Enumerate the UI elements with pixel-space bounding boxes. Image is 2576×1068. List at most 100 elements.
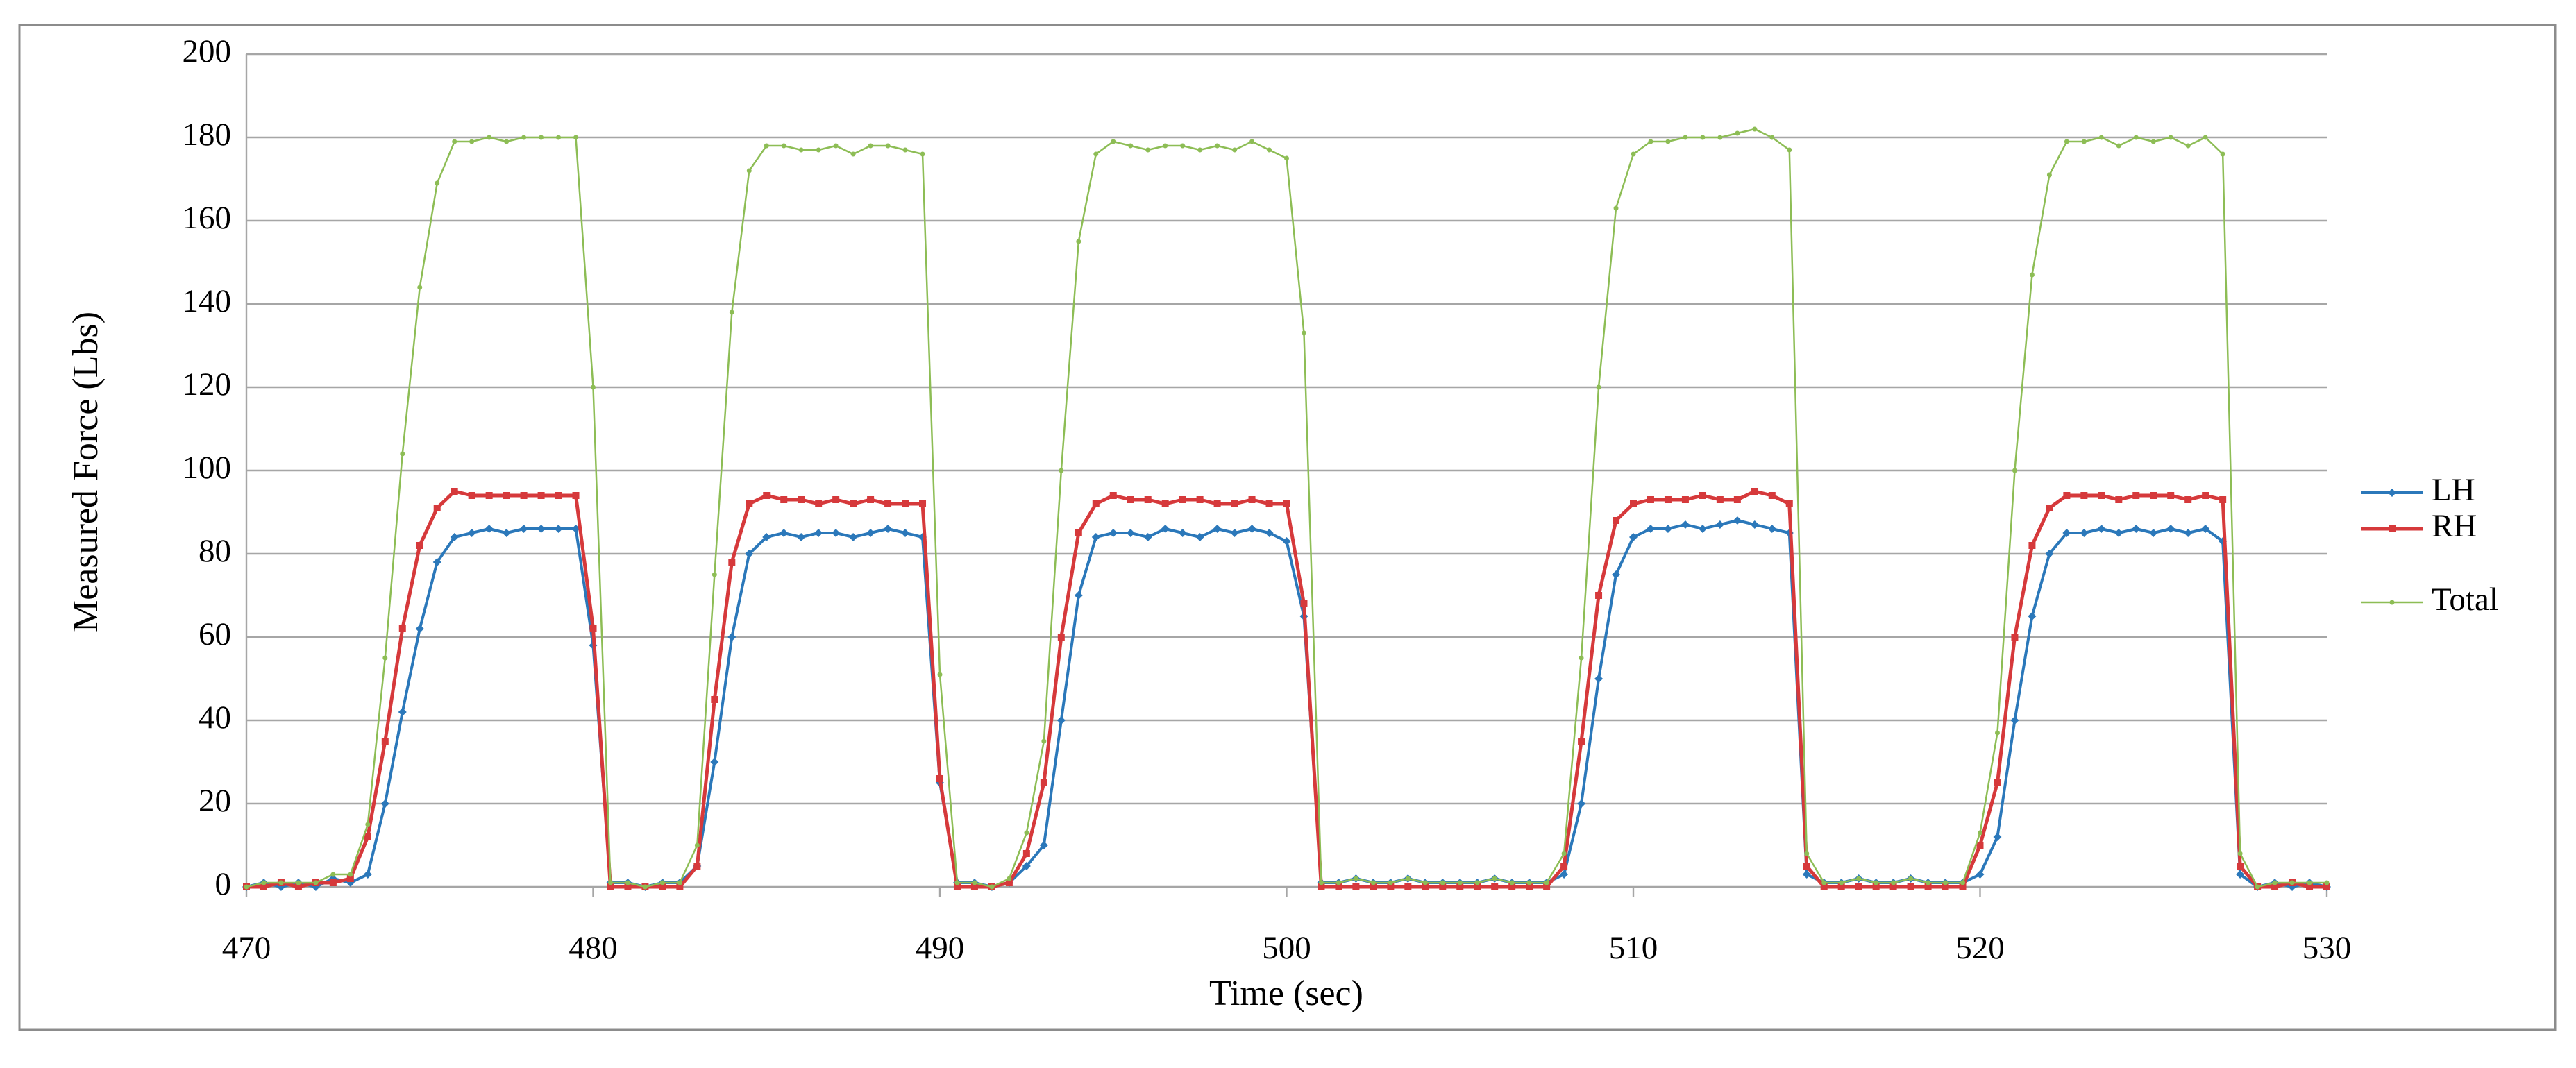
marker [1646, 525, 1655, 533]
marker [519, 525, 528, 533]
marker [2324, 880, 2330, 885]
marker [329, 879, 337, 886]
marker [816, 147, 821, 153]
marker [451, 488, 458, 495]
marker [1388, 880, 1393, 885]
marker [2098, 135, 2104, 140]
marker [1751, 488, 1758, 495]
marker [1613, 517, 1620, 524]
marker [849, 533, 858, 541]
marker [1926, 880, 1931, 885]
marker [1544, 880, 1549, 885]
marker [625, 880, 630, 885]
marker [884, 525, 893, 533]
marker [2149, 529, 2158, 537]
marker [1717, 135, 1723, 140]
marker [1039, 841, 1048, 849]
marker [1665, 139, 1671, 144]
marker [2029, 272, 2035, 278]
legend-label: LH [2432, 472, 2475, 508]
marker [1370, 883, 1377, 890]
marker [2116, 143, 2121, 149]
marker [398, 625, 406, 632]
marker [1143, 533, 1152, 541]
marker [833, 143, 839, 149]
marker [1994, 730, 2000, 736]
marker [1526, 880, 1532, 885]
marker [2289, 880, 2295, 885]
marker [972, 880, 977, 885]
marker [260, 883, 267, 890]
marker [1474, 880, 1480, 885]
marker [1698, 525, 1707, 533]
marker [1942, 883, 1949, 890]
marker [1230, 529, 1239, 537]
marker [571, 525, 580, 533]
marker [1007, 876, 1012, 881]
marker [936, 775, 943, 782]
marker [1093, 151, 1099, 157]
marker [415, 625, 424, 633]
marker [1612, 570, 1621, 579]
marker [1057, 634, 1065, 641]
marker [2028, 612, 2037, 620]
marker [2063, 492, 2071, 499]
marker [1195, 533, 1204, 541]
marker [2306, 883, 2314, 890]
marker [537, 492, 545, 499]
marker [1578, 738, 1585, 745]
marker [712, 572, 717, 577]
marker [1579, 655, 1584, 661]
marker [1560, 863, 1568, 870]
marker [1265, 529, 1274, 537]
x-tick-label: 500 [1262, 930, 1311, 966]
marker [763, 492, 771, 499]
marker [520, 492, 528, 499]
marker [1803, 863, 1810, 870]
marker [1180, 143, 1186, 149]
marker [1213, 525, 1222, 533]
marker [1439, 883, 1447, 890]
y-axis-title: Measured Force (Lbs) [66, 312, 106, 632]
marker [694, 842, 700, 848]
marker [1526, 883, 1533, 890]
marker [1022, 862, 1031, 870]
marker [677, 880, 682, 885]
marker [727, 633, 736, 641]
marker [2097, 525, 2106, 533]
marker [365, 822, 371, 827]
marker [1127, 496, 1134, 503]
x-axis-title: Time (sec) [1209, 974, 1363, 1013]
marker [2388, 489, 2396, 497]
marker [1856, 876, 1862, 881]
marker [2307, 880, 2312, 885]
marker [1300, 600, 1308, 607]
x-tick-label: 480 [569, 930, 618, 966]
marker [2236, 870, 2245, 879]
marker [313, 880, 319, 885]
marker [346, 875, 354, 882]
marker [2012, 468, 2017, 473]
marker [1839, 880, 1844, 885]
series [244, 126, 2330, 890]
marker [1335, 883, 1342, 890]
marker [2011, 634, 2019, 641]
marker [504, 139, 510, 144]
marker [1282, 537, 1291, 545]
marker [1163, 143, 1168, 149]
legend-label: RH [2432, 508, 2477, 544]
marker [1891, 880, 1896, 885]
marker [2255, 884, 2260, 890]
marker [659, 883, 666, 890]
marker [400, 451, 405, 457]
y-tick-label: 20 [199, 783, 231, 819]
marker [1456, 883, 1464, 890]
marker [364, 833, 371, 840]
marker [1492, 876, 1497, 881]
marker [1491, 883, 1499, 890]
marker [1059, 468, 1064, 473]
marker [607, 880, 613, 885]
marker [884, 500, 892, 507]
marker [589, 625, 597, 632]
y-tick-label: 100 [183, 450, 232, 486]
